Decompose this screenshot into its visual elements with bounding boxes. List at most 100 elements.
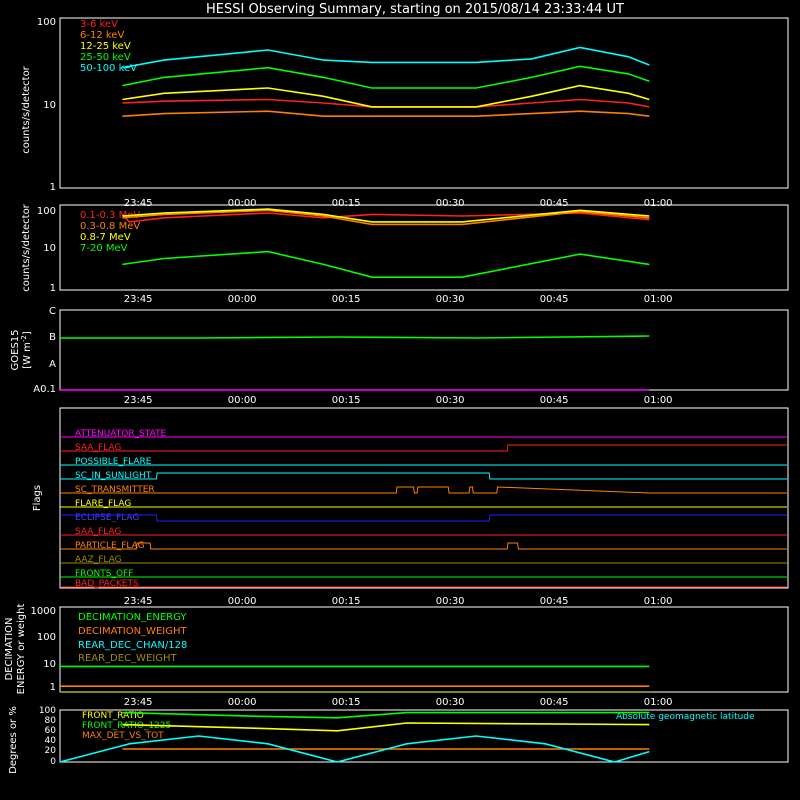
panel-high-energy: counts/s/detector 1 10 100 0.1-0.3 MeV 0… [21,203,789,294]
y-tick-label: 100 [37,17,56,28]
x-tick-label: 23:45 [124,294,153,305]
y-axis-label: DECIMATION [4,617,15,680]
series-line [60,472,787,480]
series-line [60,514,787,522]
y-tick-label: 10 [43,100,56,111]
x-tick-label: 00:30 [436,294,465,305]
legend-entry: REAR_DEC_CHAN/128 [78,640,187,651]
panel-frame [59,709,789,763]
unit-base: [W m [22,342,33,369]
legend-entry: 7-20 MeV [80,243,128,254]
panel-frame [59,17,789,189]
y-tick-label: 1 [50,682,56,693]
y-axis-label: counts/s/detector [21,203,32,291]
flag-label: BAD_PACKETS [75,579,139,589]
y-tick-label: 1 [50,283,56,294]
series-line [60,486,787,494]
legend-entry: FRONT_RATIO [82,711,144,721]
legend-entry: 0.8-7 MeV [80,232,131,243]
series-line [122,209,650,226]
flag-label: ATTENUATOR_STATE [75,429,167,439]
legend-entry: MAX_DET_VS_TOT [82,731,164,741]
y-tick-label: 0 [50,757,56,767]
series-line [122,46,650,69]
x-tick-label: 00:15 [332,198,361,209]
x-tick-label: 01:00 [644,697,673,708]
x-tick-label: 00:15 [332,596,361,607]
panel-frame [59,309,789,391]
unit-close: ] [22,331,33,335]
series-line [122,208,650,223]
legend-entry: REAR_DEC_WEIGHT [78,653,177,664]
series-line [121,212,650,223]
x-tick-label: 00:15 [332,697,361,708]
flag-label: ECLIPSE_FLAG [75,513,139,523]
y-axis-label-2: ENERGY or weight [16,604,27,695]
flag-label: SC_TRANSMITTER [75,485,155,495]
x-tick-label: 00:00 [228,697,257,708]
y-tick-label: 80 [45,716,57,726]
panel-frame [59,407,789,589]
y-tick-label: 10 [43,243,56,254]
series-line [122,711,650,719]
x-tick-label: 00:00 [228,198,257,209]
legend-entry: 12-25 keV [80,41,131,52]
x-tick-label: 00:45 [540,294,569,305]
x-tick-label: 00:45 [540,395,569,406]
x-tick-label: 00:45 [540,697,569,708]
x-tick-label: 01:00 [644,198,673,209]
x-tick-label: 01:00 [644,395,673,406]
x-tick-label: 00:30 [436,198,465,209]
series-line [60,444,787,452]
series-line [122,98,650,108]
legend-entry: DECIMATION_ENERGY [78,612,187,623]
series-layer [59,46,787,763]
x-tick-label: 00:00 [228,294,257,305]
x-tick-label: 00:15 [332,395,361,406]
flag-label: FLARE_FLAG [75,499,131,509]
legend-entry: 6-12 keV [80,30,124,41]
panel-flags: Flags ATTENUATOR_STATE SAA_FLAG POSSIBLE… [32,407,789,589]
chart-title: HESSI Observing Summary, starting on 201… [206,2,624,17]
flag-label: FRONTS_OFF [75,569,133,579]
x-tick-label: 01:00 [644,596,673,607]
panel-ratios: Degrees or % 0 20 40 60 80 100 FRONT_RAT… [8,706,789,774]
y-axis-unit: [W m-2] [20,331,33,369]
y-tick-label: 20 [45,746,57,756]
x-axis-ticks: 23:45 00:00 00:15 00:30 00:45 01:00 23:45 00:00… [124,198,673,708]
x-tick-label: 00:00 [228,596,257,607]
x-tick-label: 00:15 [332,294,361,305]
flag-label: SC_IN_SUNLIGHT [75,471,152,481]
x-tick-label: 23:45 [124,198,153,209]
legend-entry: 0.3-0.8 MeV [80,221,140,232]
panel-goes: GOES15 [W m-2] A0.1 A B C [10,306,789,395]
y-axis-label: counts/s/detector [21,65,32,153]
y-tick-label: 40 [45,736,57,746]
y-tick-label: 1 [50,182,56,193]
flag-label: PARTICLE_FLAG [75,541,145,551]
series-line [59,735,650,763]
y-tick-label: A0.1 [33,384,56,395]
series-line [122,65,650,89]
legend-entry: 50-100 keV [80,63,137,74]
unit-exponent: -2 [20,335,28,342]
y-tick-label: C [49,306,56,317]
x-tick-label: 23:45 [124,697,153,708]
x-tick-label: 00:30 [436,596,465,607]
flag-label: AAZ_FLAG [75,555,122,565]
legend-entry: 3-6 keV [80,19,118,30]
y-tick-label: 100 [37,632,56,643]
flag-label: SAA_FLAG [75,527,121,537]
x-tick-label: 00:00 [228,395,257,406]
y-tick-label: 100 [37,206,56,217]
y-axis-label: GOES15 [10,329,21,370]
annotation: Absolute geomagnetic latitude [616,712,755,722]
flag-label: SAA_FLAG [75,443,121,453]
flag-label: POSSIBLE_FLARE [75,457,152,467]
y-tick-label: 100 [39,706,56,716]
y-tick-label: 10 [43,659,56,670]
y-tick-label: 60 [45,726,57,736]
x-tick-label: 00:30 [436,395,465,406]
x-tick-label: 00:30 [436,697,465,708]
